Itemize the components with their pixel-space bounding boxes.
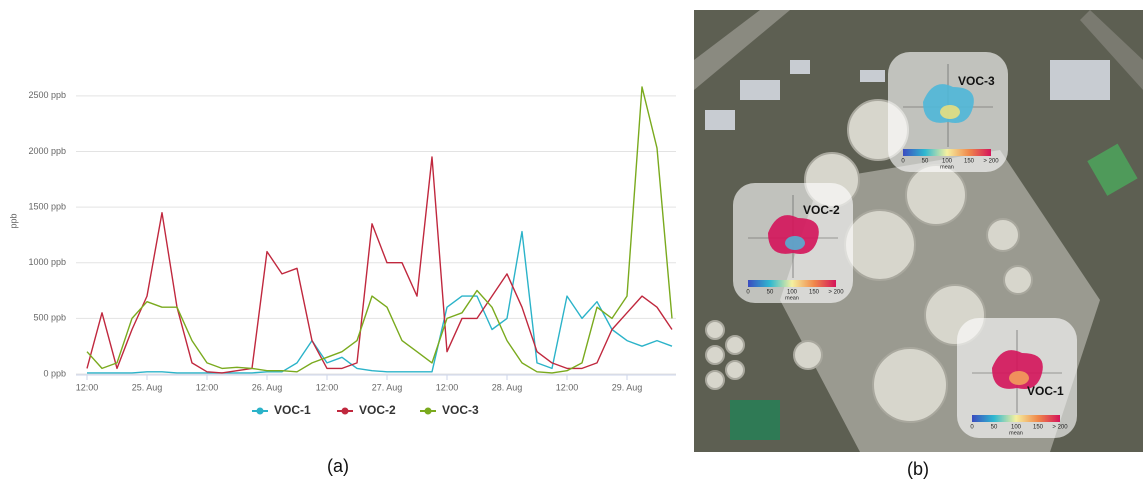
x-tick-label: 27. Aug [372,382,403,392]
x-tick-label: 26. Aug [252,382,283,392]
colorbar-tick-label: 50 [767,290,774,296]
x-tick-label: 12:00 [196,382,219,392]
y-tick-label: 2500 ppb [28,90,66,100]
x-tick-label: 29. Aug [612,382,643,392]
colorbar-title: mean [940,164,954,170]
colorbar-tick-label: 50 [991,425,998,431]
colorbar [972,415,1060,422]
y-tick-label: 0 ppb [43,368,66,378]
colorbar-tick-label: 150 [809,290,820,296]
colorbar-tick-label: > 200 [983,159,999,165]
colorbar-tick-label: 50 [922,159,929,165]
colorbar-tick-label: 150 [1033,425,1044,431]
x-tick-label: 12:00 [76,382,99,392]
series-line [87,87,672,373]
legend-symbol [257,408,264,415]
sensor-label: VOC-3 [958,74,995,88]
figure: VOC-3050100150> 200meanVOC-2050100150> 2… [0,0,1143,488]
colorbar [903,149,991,156]
legend-symbol [425,408,432,415]
colorbar-title: mean [785,295,799,301]
legend-label: VOC-1 [274,403,311,417]
y-tick-label: 2000 ppb [28,146,66,156]
colorbar-title: mean [1009,430,1023,436]
colorbar-tick-label: > 200 [1052,425,1068,431]
legend-label: VOC-3 [442,403,479,417]
pollution-rose [940,105,960,119]
legend-label: VOC-2 [359,403,396,417]
y-axis-title: ppb [8,213,18,228]
y-tick-label: 500 ppb [33,313,66,323]
pollution-rose [1009,371,1029,385]
x-tick-label: 12:00 [556,382,579,392]
x-tick-label: 12:00 [316,382,339,392]
y-tick-label: 1500 ppb [28,201,66,211]
page: VOC-3050100150> 200meanVOC-2050100150> 2… [0,0,1143,493]
sensor-label: VOC-2 [803,203,840,217]
caption: (a) [327,456,349,476]
series-line [87,157,672,373]
y-tick-label: 1000 ppb [28,257,66,267]
caption: (b) [907,459,929,479]
colorbar [748,280,836,287]
x-tick-label: 28. Aug [492,382,523,392]
pollution-rose [785,236,805,250]
sensor-label: VOC-1 [1027,384,1064,398]
x-tick-label: 12:00 [436,382,459,392]
legend-symbol [342,408,349,415]
x-tick-label: 25. Aug [132,382,163,392]
colorbar-tick-label: > 200 [828,290,844,296]
colorbar-tick-label: 150 [964,159,975,165]
